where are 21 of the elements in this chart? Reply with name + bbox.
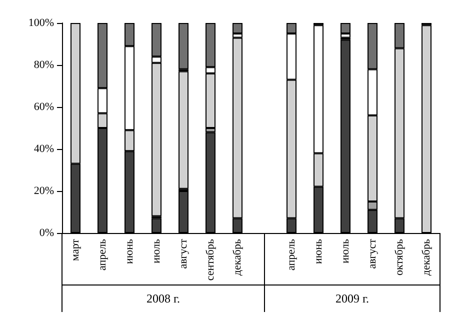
y-tick-label: 20% xyxy=(34,185,54,197)
text: 2008 г. xyxy=(146,292,180,306)
y-tick-label: 100% xyxy=(28,17,54,29)
x-tick-label: октябрь xyxy=(394,239,406,276)
x-tick-label: апрель xyxy=(286,239,298,271)
x-tick-label: июль xyxy=(150,239,162,264)
x-tick-label: март xyxy=(70,238,82,261)
text: 2009 г. xyxy=(335,292,370,306)
x-tick-label: июнь xyxy=(312,239,324,264)
x-tick-label: июнь xyxy=(124,239,136,264)
x-tick-label: декабрь xyxy=(232,239,244,276)
y-tick-label: 40% xyxy=(34,143,54,155)
x-tick-label: декабрь xyxy=(420,239,432,276)
x-tick-label: август xyxy=(178,238,190,269)
x-tick-label: август xyxy=(366,238,378,269)
x-tick-label: апрель xyxy=(96,239,108,271)
x-tick-label: июль xyxy=(340,239,352,264)
x-tick-label: сентябрь xyxy=(204,239,216,281)
y-tick-label: 0% xyxy=(39,227,54,239)
y-tick-label: 80% xyxy=(34,59,54,71)
y-tick-label: 60% xyxy=(34,101,54,113)
